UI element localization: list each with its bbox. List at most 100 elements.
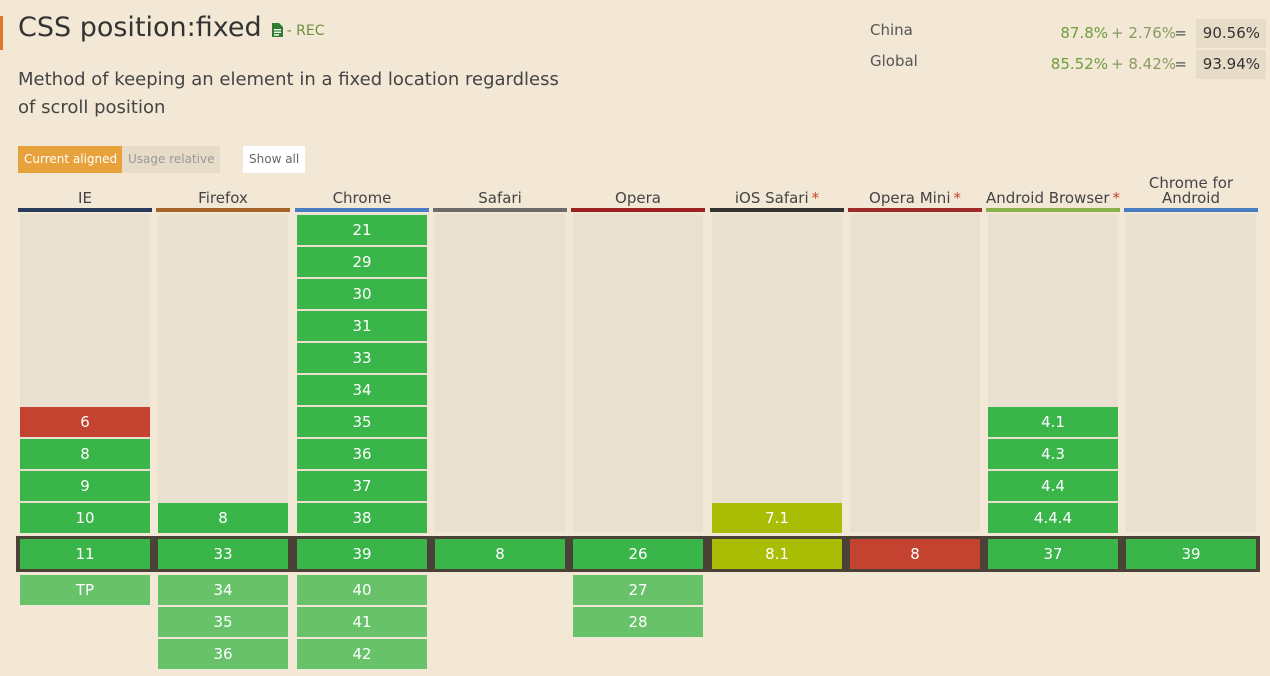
past-version-cell[interactable]: 30 <box>297 279 427 309</box>
browser-color-bar <box>295 208 429 212</box>
stat-equals: = <box>1174 24 1187 42</box>
browser-color-bar <box>156 208 290 212</box>
stat-total: 93.94% <box>1196 50 1266 79</box>
stat-equals: = <box>1174 55 1187 73</box>
browser-name-text: iOS Safari <box>734 189 809 207</box>
browser-column-safari: Safari 8 <box>433 0 567 676</box>
browser-name-ie: IE <box>18 172 152 208</box>
past-version-cell[interactable]: 4.1 <box>988 407 1118 437</box>
browser-name-text: Firefox <box>198 189 248 207</box>
stat-row-global: Global 85.52% + 8.42% = 93.94% <box>870 50 1266 81</box>
stat-full-support: 87.8% <box>1060 24 1108 42</box>
usage-stats: China 87.8% + 2.76% = 90.56% Global 85.5… <box>870 19 1266 81</box>
show-all-button[interactable]: Show all <box>243 146 306 173</box>
past-version-cell[interactable]: 37 <box>297 471 427 501</box>
current-aligned-button[interactable]: Current aligned <box>18 146 124 173</box>
browser-name-text: Opera Mini <box>869 189 951 207</box>
current-version-cell[interactable]: 33 <box>158 539 288 569</box>
current-version-cell[interactable]: 39 <box>1126 539 1256 569</box>
current-version-cell[interactable]: 26 <box>573 539 703 569</box>
browser-name-text: Chrome <box>332 189 392 207</box>
past-version-cell[interactable]: 8 <box>20 439 150 469</box>
future-version-cell[interactable]: 42 <box>297 639 427 669</box>
browser-name-text: Safari <box>478 189 522 207</box>
past-version-cell[interactable]: 9 <box>20 471 150 501</box>
stat-region-name: Global <box>870 52 918 70</box>
future-version-cell[interactable]: 27 <box>573 575 703 605</box>
past-version-cell[interactable]: 4.4.4 <box>988 503 1118 533</box>
past-version-cell[interactable]: 4.3 <box>988 439 1118 469</box>
stat-partial-support: + 8.42% <box>1111 55 1176 73</box>
current-version-cell[interactable]: 39 <box>297 539 427 569</box>
browser-column-firefox: Firefox 8 33 34 35 36 <box>156 0 290 676</box>
past-version-cell[interactable]: 29 <box>297 247 427 277</box>
stat-row-china: China 87.8% + 2.76% = 90.56% <box>870 19 1266 50</box>
past-version-cell[interactable]: 21 <box>297 215 427 245</box>
current-version-cell[interactable]: 8 <box>435 539 565 569</box>
browser-name-firefox: Firefox <box>156 172 290 208</box>
past-versions-area <box>1126 214 1256 532</box>
current-version-cell[interactable]: 37 <box>988 539 1118 569</box>
browser-column-chrome-for-android: Chrome for Android 39 <box>1124 0 1258 676</box>
past-version-cell[interactable]: 34 <box>297 375 427 405</box>
past-version-cell[interactable]: 38 <box>297 503 427 533</box>
future-version-cell[interactable]: 36 <box>158 639 288 669</box>
browser-name-text: Chrome for Android <box>1148 174 1234 207</box>
browser-name-opera-mini: Opera Mini * <box>848 172 982 208</box>
future-version-cell[interactable]: 28 <box>573 607 703 637</box>
usage-relative-button[interactable]: Usage relative <box>122 146 221 173</box>
browser-name-text: Opera <box>615 189 661 207</box>
browser-column-chrome: Chrome 21 29 30 31 33 34 35 36 37 38 39 40 41 42 <box>295 0 429 676</box>
past-version-cell[interactable]: 6 <box>20 407 150 437</box>
note-asterisk[interactable]: * <box>1112 189 1121 207</box>
browser-support-table: IE 6 8 9 10 11 TP Firefox 8 33 34 35 36 Chrome 21 29 30 3… <box>18 0 1259 676</box>
past-versions-area <box>712 214 842 532</box>
stat-full-support: 85.52% <box>1050 55 1108 73</box>
current-version-cell[interactable]: 11 <box>20 539 150 569</box>
browser-color-bar <box>433 208 567 212</box>
browser-name-chrome: Chrome <box>295 172 429 208</box>
browser-color-bar <box>986 208 1120 212</box>
future-version-cell[interactable]: 35 <box>158 607 288 637</box>
past-version-cell[interactable]: 7.1 <box>712 503 842 533</box>
browser-name-ios-safari: iOS Safari * <box>710 172 844 208</box>
stat-partial-support: + 2.76% <box>1111 24 1176 42</box>
past-versions-area <box>158 214 288 532</box>
browser-column-ie: IE 6 8 9 10 11 TP <box>18 0 152 676</box>
past-version-cell[interactable]: 33 <box>297 343 427 373</box>
browser-name-chrome-for-android: Chrome for Android <box>1124 172 1258 208</box>
past-version-cell[interactable]: 10 <box>20 503 150 533</box>
past-versions-area <box>850 214 980 532</box>
browser-column-opera-mini: Opera Mini * 8 <box>848 0 982 676</box>
note-asterisk[interactable]: * <box>811 189 820 207</box>
future-version-cell[interactable]: 34 <box>158 575 288 605</box>
browser-column-opera: Opera 26 27 28 <box>571 0 705 676</box>
accent-strip <box>0 16 3 50</box>
browser-column-android-browser: Android Browser * 4.1 4.3 4.4 4.4.4 37 <box>986 0 1120 676</box>
note-asterisk[interactable]: * <box>953 189 961 207</box>
past-versions-area <box>573 214 703 532</box>
browser-color-bar <box>18 208 152 212</box>
past-versions-area <box>435 214 565 532</box>
browser-color-bar <box>710 208 844 212</box>
past-version-cell[interactable]: 35 <box>297 407 427 437</box>
feature-description: Method of keeping an element in a fixed … <box>18 69 559 118</box>
future-version-cell[interactable]: 41 <box>297 607 427 637</box>
browser-name-opera: Opera <box>571 172 705 208</box>
past-version-cell[interactable]: 36 <box>297 439 427 469</box>
browser-column-ios-safari: iOS Safari * 7.1 8.1 <box>710 0 844 676</box>
past-version-cell[interactable]: 8 <box>158 503 288 533</box>
future-version-cell[interactable]: 40 <box>297 575 427 605</box>
browser-name-text: Android Browser <box>985 189 1110 207</box>
stat-region-name: China <box>870 21 913 39</box>
document-icon[interactable] <box>271 22 283 37</box>
browser-name-text: IE <box>78 189 92 207</box>
browser-color-bar <box>848 208 982 212</box>
future-version-cell[interactable]: TP <box>20 575 150 605</box>
spec-status[interactable]: - REC <box>286 22 325 39</box>
browser-color-bar <box>571 208 705 212</box>
past-version-cell[interactable]: 4.4 <box>988 471 1118 501</box>
past-version-cell[interactable]: 31 <box>297 311 427 341</box>
current-version-cell[interactable]: 8 <box>850 539 980 569</box>
current-version-cell[interactable]: 8.1 <box>712 539 842 569</box>
